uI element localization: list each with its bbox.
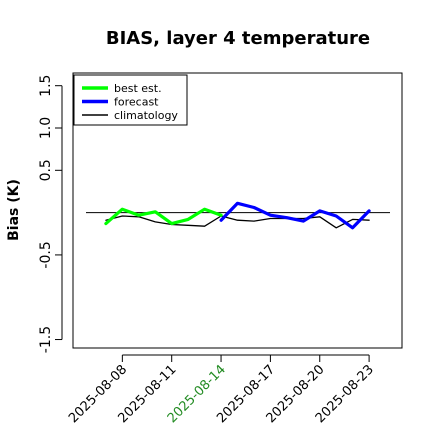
y-tick-label: 0.5 [38, 159, 54, 181]
y-tick-label: 1.5 [38, 75, 54, 97]
x-axis: 2025-08-082025-08-112025-08-142025-08-17… [66, 354, 377, 426]
legend-label: best est. [114, 82, 162, 95]
chart-title: BIAS, layer 4 temperature [106, 28, 370, 49]
legend-label: forecast [114, 96, 159, 109]
series-line-climatology [105, 215, 370, 229]
series-lines [104, 201, 371, 230]
y-tick-label: -0.5 [38, 241, 54, 268]
y-tick-label: -1.5 [38, 326, 54, 353]
y-axis-label: Bias (K) [6, 179, 22, 241]
y-tick-label: 1.0 [38, 117, 54, 139]
legend-label: climatology [114, 109, 178, 122]
plot-area-frame [72, 72, 403, 349]
series-line-forecast [219, 201, 371, 230]
y-axis: -1.5 -0.5 0.5 1.0 1.5 [38, 75, 63, 353]
series-line-best-est [104, 207, 223, 226]
